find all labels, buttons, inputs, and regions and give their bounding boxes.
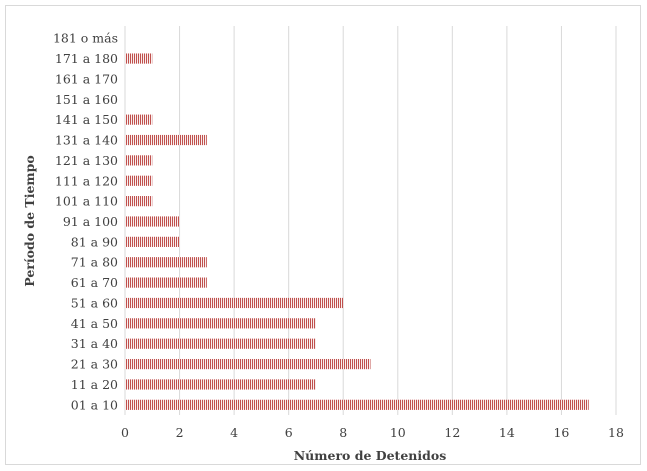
y-tick-label: 91 a 100	[63, 214, 118, 229]
x-tick-label: 8	[339, 425, 347, 440]
y-tick-label: 101 a 110	[55, 194, 118, 209]
y-tick-label: 71 a 80	[71, 255, 118, 270]
bar	[125, 196, 153, 207]
bar	[125, 53, 153, 64]
x-tick-label: 16	[553, 425, 569, 440]
x-tick-label: 18	[608, 425, 624, 440]
bar	[125, 399, 589, 410]
x-tick-label: 6	[285, 425, 293, 440]
chart-frame: 01 a 10 11 a 20 21 a 30 31 a 40 41 a 50 51 a …	[5, 5, 641, 465]
bar	[125, 379, 316, 390]
y-tick-label: 51 a 60	[71, 295, 118, 310]
x-tick-label: 14	[499, 425, 515, 440]
y-tick-label: 151 a 160	[55, 92, 118, 107]
bar	[125, 175, 153, 186]
y-axis-title: Período de Tiempo	[22, 155, 37, 286]
bar	[125, 236, 180, 247]
y-tick-label: 11 a 20	[71, 377, 118, 392]
bar	[125, 216, 180, 227]
bar	[125, 257, 207, 268]
bar	[125, 134, 207, 146]
y-tick-label: 21 a 30	[71, 357, 118, 372]
bars	[125, 53, 589, 410]
bar	[125, 277, 207, 288]
y-tick-label: 121 a 130	[55, 153, 118, 168]
x-tick-label: 10	[390, 425, 406, 440]
x-tick-label: 2	[176, 425, 184, 440]
x-tick-label: 0	[121, 425, 129, 440]
y-tick-label: 141 a 150	[55, 112, 118, 127]
gridlines	[124, 26, 617, 415]
y-tick-labels: 01 a 10 11 a 20 21 a 30 31 a 40 41 a 50 51 a …	[53, 31, 118, 413]
x-tick-labels: 0 2 4 6 8 10 12 14 16 18	[121, 425, 624, 440]
y-tick-label: 01 a 10	[71, 397, 118, 412]
y-tick-label: 181 o más	[53, 31, 118, 46]
y-tick-label: 171 a 180	[55, 51, 118, 66]
bar	[125, 338, 316, 349]
bar	[125, 297, 344, 309]
x-tick-label: 12	[444, 425, 460, 440]
y-tick-label: 31 a 40	[71, 336, 118, 351]
bar-chart: 01 a 10 11 a 20 21 a 30 31 a 40 41 a 50 51 a …	[22, 26, 624, 463]
x-tick-label: 4	[230, 425, 238, 440]
y-tick-label: 61 a 70	[71, 275, 118, 290]
bar	[125, 318, 316, 329]
y-tick-label: 111 a 120	[55, 173, 118, 188]
y-tick-label: 81 a 90	[71, 234, 118, 249]
bar	[125, 155, 153, 166]
y-tick-label: 41 a 50	[71, 316, 118, 331]
bar	[125, 358, 371, 370]
x-axis-title: Número de Detenidos	[294, 448, 446, 463]
bar	[125, 114, 153, 125]
y-tick-label: 161 a 170	[55, 71, 118, 86]
y-tick-label: 131 a 140	[55, 133, 118, 148]
